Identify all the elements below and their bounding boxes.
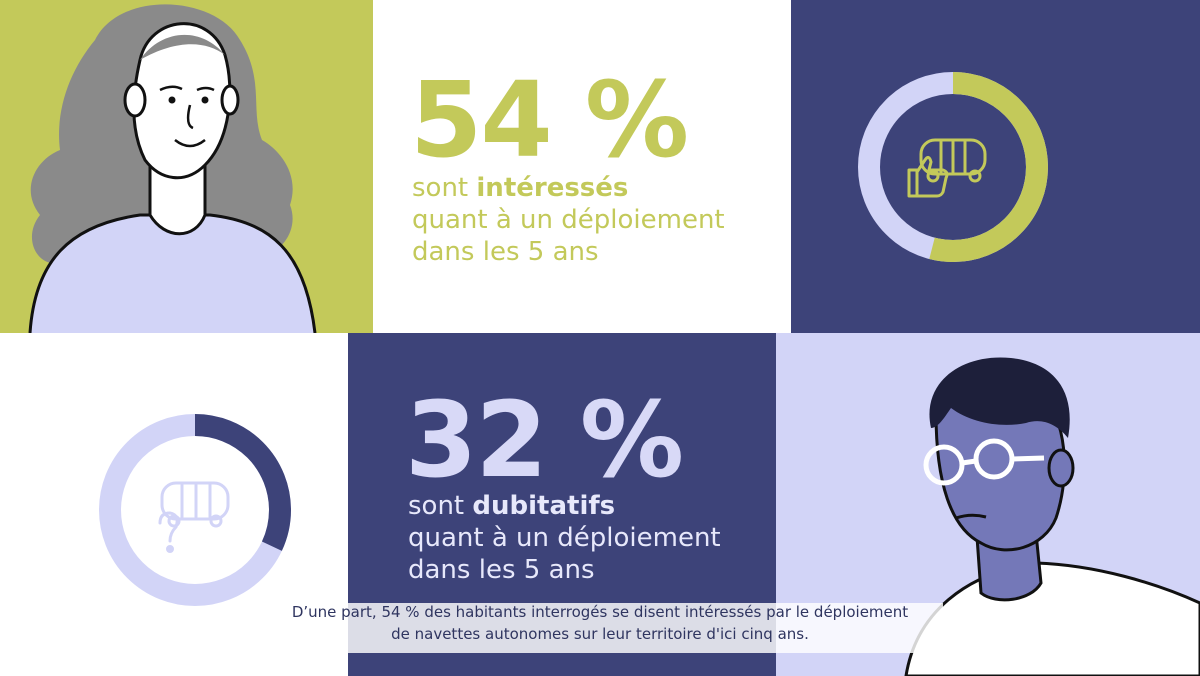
subtitle-line1: D’une part, 54 % des habitants interrogé… [291, 603, 909, 621]
donut-dubious [99, 414, 291, 606]
donut-interested [858, 72, 1048, 262]
bus-question-icon [158, 481, 230, 553]
stat-interested-panel [373, 0, 791, 333]
woman-illustration-panel [0, 0, 373, 333]
stat-dubious-line2: quant à un déploiement [408, 523, 721, 553]
stat-interested-prefix: sont [412, 173, 477, 203]
stat-dubious-line3: dans les 5 ans [408, 555, 595, 585]
stat-dubious-percent: 32 % [405, 379, 684, 501]
donut-dubious-arc [99, 414, 291, 606]
stat-dubious-prefix: sont [408, 491, 473, 521]
video-subtitle: D’une part, 54 % des habitants interrogé… [250, 601, 950, 645]
stat-interested-line3: dans les 5 ans [412, 237, 599, 267]
stat-dubious-line1: sont dubitatifs [408, 490, 768, 522]
bus-thumbs-up-icon [907, 138, 987, 198]
stat-dubious-emphasis: dubitatifs [472, 491, 616, 521]
subtitle-background [348, 603, 943, 653]
donut-interested-panel [791, 0, 1200, 333]
stat-interested-line1: sont intéressés [412, 172, 782, 204]
donut-dubious-panel [0, 333, 348, 676]
stat-interested-description: sont intéressés quant à un déploiement d… [412, 172, 782, 268]
stat-interested-percent: 54 % [410, 59, 689, 181]
stat-dubious-description: sont dubitatifs quant à un déploiement d… [408, 490, 768, 586]
woman-illustration [28, 4, 317, 333]
stat-interested-line2: quant à un déploiement [412, 205, 725, 235]
donut-interested-arc [858, 72, 1048, 262]
subtitle-line2: de navettes autonomes sur leur territoir… [391, 625, 809, 643]
man-illustration [904, 357, 1200, 676]
stat-interested-emphasis: intéressés [476, 173, 629, 203]
